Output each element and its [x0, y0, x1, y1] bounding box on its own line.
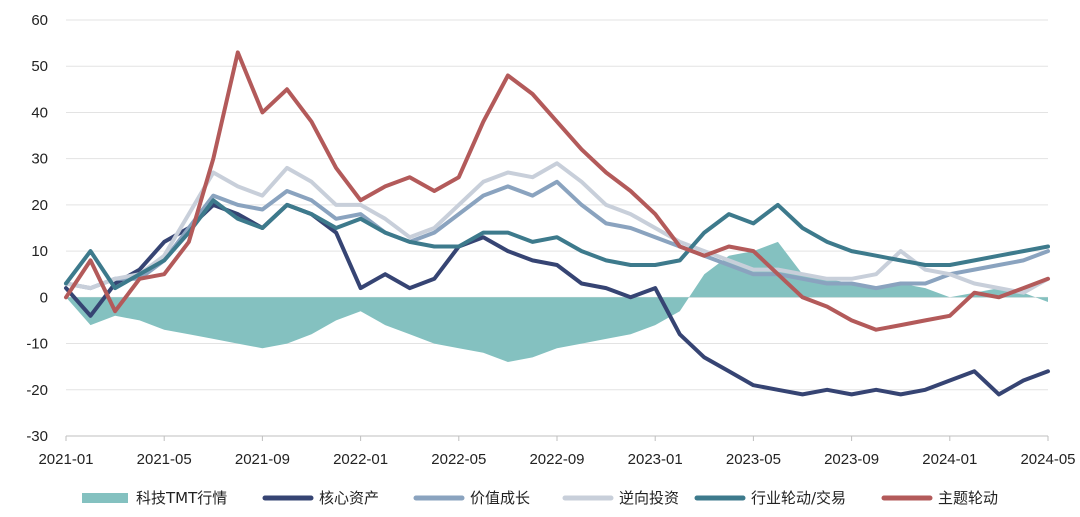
x-tick-label: 2023-05: [726, 451, 781, 468]
y-tick-label: -20: [26, 382, 48, 399]
y-tick-label: 0: [40, 289, 48, 306]
lines-layer: [64, 50, 1050, 397]
series-line-2: [64, 179, 1050, 291]
legend-label: 行业轮动/交易: [751, 489, 846, 507]
x-tick-label: 2024-01: [922, 451, 977, 468]
legend-label: 科技TMT行情: [136, 489, 227, 507]
y-tick-label: 10: [31, 243, 48, 260]
y-tick-label: 20: [31, 197, 48, 214]
legend-label: 主题轮动: [938, 489, 998, 507]
area-layer: [66, 241, 1048, 362]
x-tick-label: 2021-05: [137, 451, 192, 468]
y-tick-label: 60: [31, 12, 48, 29]
y-tick-label: -10: [26, 336, 48, 353]
legend-label: 价值成长: [470, 489, 530, 507]
legend-label: 核心资产: [319, 489, 379, 507]
x-axis: 2021-01 2021-05 2021-09 2022-01 2022-05 2022-…: [38, 435, 1076, 468]
x-tick-label: 2023-01: [628, 451, 683, 468]
y-tick-label: -30: [26, 428, 48, 445]
x-tick-label: 2023-09: [824, 451, 879, 468]
legend-label: 逆向投资: [619, 489, 679, 507]
legend-swatch: [82, 493, 128, 503]
x-tick-label: 2022-09: [529, 451, 584, 468]
x-tick-label: 2021-09: [235, 451, 290, 468]
series-line-5: [64, 50, 1050, 332]
x-tick-label: 2022-05: [431, 451, 486, 468]
x-tick-label: 2022-01: [333, 451, 388, 468]
series-line-4: [64, 198, 1050, 291]
legend: 科技TMT行情 核心资产 价值成长 逆向投资 行业轮动/交易 主题轮动: [82, 489, 998, 507]
area-series-tmt: [66, 241, 1048, 362]
x-tick-label: 2024-05: [1020, 451, 1075, 468]
series-line-3: [64, 161, 1050, 295]
gridlines: [66, 19, 1048, 437]
y-tick-label: 50: [31, 58, 48, 75]
y-axis: 60 50 40 30 20 10 0 -10 -20 -30: [26, 12, 48, 445]
x-tick-label: 2021-01: [38, 451, 93, 468]
y-tick-label: 30: [31, 151, 48, 168]
y-tick-label: 40: [31, 104, 48, 121]
